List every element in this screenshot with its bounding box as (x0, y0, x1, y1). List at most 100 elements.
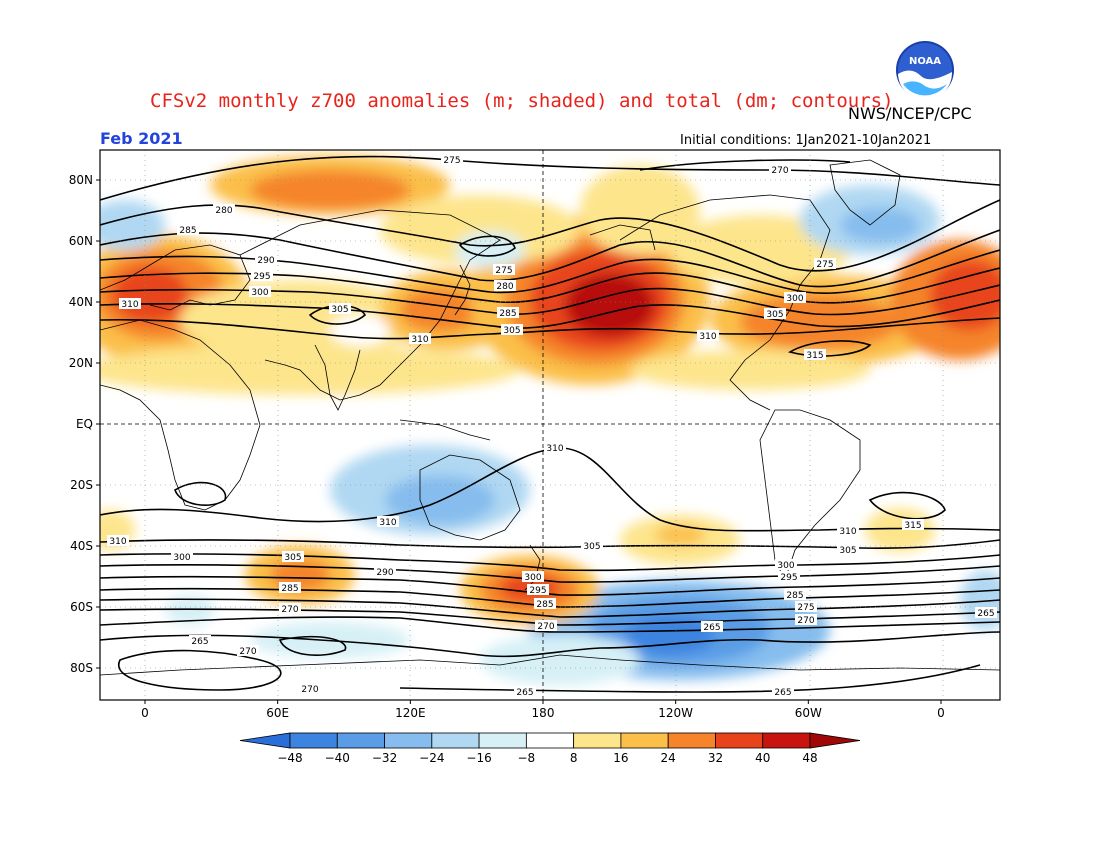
coastline-india (314, 344, 361, 411)
contour-label: 285 (177, 224, 199, 236)
contour-305-north (100, 299, 1000, 329)
colorbar-label: −8 (518, 751, 536, 765)
svg-text:310: 310 (121, 300, 138, 310)
contour-label: 300 (249, 286, 271, 298)
svg-text:300: 300 (524, 573, 541, 583)
contour-label: 285 (784, 589, 806, 601)
svg-text:315: 315 (904, 521, 921, 531)
initial-conditions: Initial conditions: 1Jan2021-10Jan2021 (680, 133, 932, 148)
anomaly-region (865, 508, 935, 552)
lat-label: 40N (69, 295, 93, 309)
contour-label: 265 (701, 621, 723, 633)
contour-label: 310 (837, 525, 859, 537)
contour-label: 305 (329, 303, 351, 315)
anomaly-region (580, 165, 700, 255)
colorbar-arrow-low (239, 732, 291, 749)
lon-label: 180 (532, 706, 555, 720)
colorbar: −48 −40 −32 −24 −16 −8 8 16 24 32 40 48 (239, 732, 861, 765)
contour-285-north (100, 229, 1000, 288)
svg-text:270: 270 (771, 166, 788, 176)
svg-text:310: 310 (546, 444, 563, 454)
colorbar-label: 24 (661, 751, 676, 765)
coastline-europe (100, 244, 251, 311)
contour-label: 310 (544, 442, 566, 454)
svg-text:285: 285 (536, 600, 553, 610)
contour-label: 290 (255, 254, 277, 266)
colorbar-label: 48 (802, 751, 817, 765)
coastline-africa (100, 319, 261, 511)
lat-label: 40S (70, 539, 93, 553)
contour-label: 305 (837, 544, 859, 556)
contour-310-loop-east (868, 491, 946, 520)
colorbar-label: 32 (708, 751, 723, 765)
lat-label: 60N (69, 234, 93, 248)
colorbar-label: −32 (372, 751, 397, 765)
coastline-antarctica (100, 654, 1000, 676)
coastline-alaska (589, 224, 656, 251)
colorbar-box (573, 732, 622, 749)
svg-text:310: 310 (379, 518, 396, 528)
svg-text:290: 290 (376, 568, 393, 578)
lat-label: 20S (70, 478, 93, 492)
lon-label: 0 (937, 706, 945, 720)
svg-text:270: 270 (537, 622, 554, 632)
map-title: CFSv2 monthly z700 anomalies (m; shaded)… (150, 90, 894, 112)
colorbar-label: −24 (419, 751, 444, 765)
anomaly-shading: 275 270 280 285 290 295 300 305 310 310 … (100, 150, 1000, 700)
contour-275-south (100, 608, 1000, 626)
contour-label: 280 (494, 280, 516, 292)
contour-label: 285 (534, 598, 556, 610)
coastline-australia (419, 454, 521, 541)
lat-label: 20N (69, 356, 93, 370)
contour-270-arctic (639, 159, 851, 171)
svg-text:280: 280 (496, 282, 513, 292)
contour-label: 310 (697, 330, 719, 342)
anomaly-region (625, 615, 715, 655)
agency-label: NWS/NCEP/CPC (848, 104, 972, 123)
contour-label: 295 (527, 584, 549, 596)
svg-text:310: 310 (109, 537, 126, 547)
contour-label: 295 (778, 571, 800, 583)
svg-text:315: 315 (806, 351, 823, 361)
colorbar-label: 40 (755, 751, 770, 765)
contour-label: 270 (279, 603, 301, 615)
colorbar-box (667, 732, 716, 749)
colorbar-arrow-high (809, 732, 861, 749)
contour-265-antarctic (399, 664, 981, 693)
colorbar-label: 16 (613, 751, 628, 765)
colorbar-label: −48 (277, 751, 302, 765)
contour-label: 270 (535, 620, 557, 632)
noaa-logo-icon: NOAA (896, 41, 954, 100)
svg-text:285: 285 (281, 584, 298, 594)
lon-label: 60E (266, 706, 289, 720)
colorbar-box (715, 732, 764, 749)
svg-text:285: 285 (179, 226, 196, 236)
contour-label: 265 (189, 635, 211, 647)
svg-text:295: 295 (253, 272, 270, 282)
contour-label: 290 (374, 566, 396, 578)
svg-text:285: 285 (499, 309, 516, 319)
svg-text:300: 300 (777, 561, 794, 571)
lon-label: 60W (795, 706, 822, 720)
svg-text:270: 270 (301, 685, 318, 695)
svg-text:270: 270 (281, 605, 298, 615)
contour-label: 310 (409, 333, 431, 345)
contour-label: 275 (814, 258, 836, 270)
svg-text:305: 305 (331, 305, 348, 315)
coastline-greenland (829, 159, 901, 226)
logo-text: NOAA (909, 56, 941, 67)
anomaly-region (100, 200, 165, 250)
anomaly-region (250, 170, 410, 210)
svg-text:310: 310 (411, 335, 428, 345)
colorbar-label: −40 (325, 751, 350, 765)
contour-label: 285 (279, 582, 301, 594)
coastline-japan (454, 264, 471, 316)
anomaly-region (455, 232, 525, 268)
lat-label: 60S (70, 600, 93, 614)
colorbar-box (620, 732, 669, 749)
svg-text:290: 290 (257, 256, 274, 266)
contour-label: 270 (237, 645, 259, 657)
svg-text:265: 265 (516, 688, 533, 698)
lon-label: 120E (395, 706, 426, 720)
